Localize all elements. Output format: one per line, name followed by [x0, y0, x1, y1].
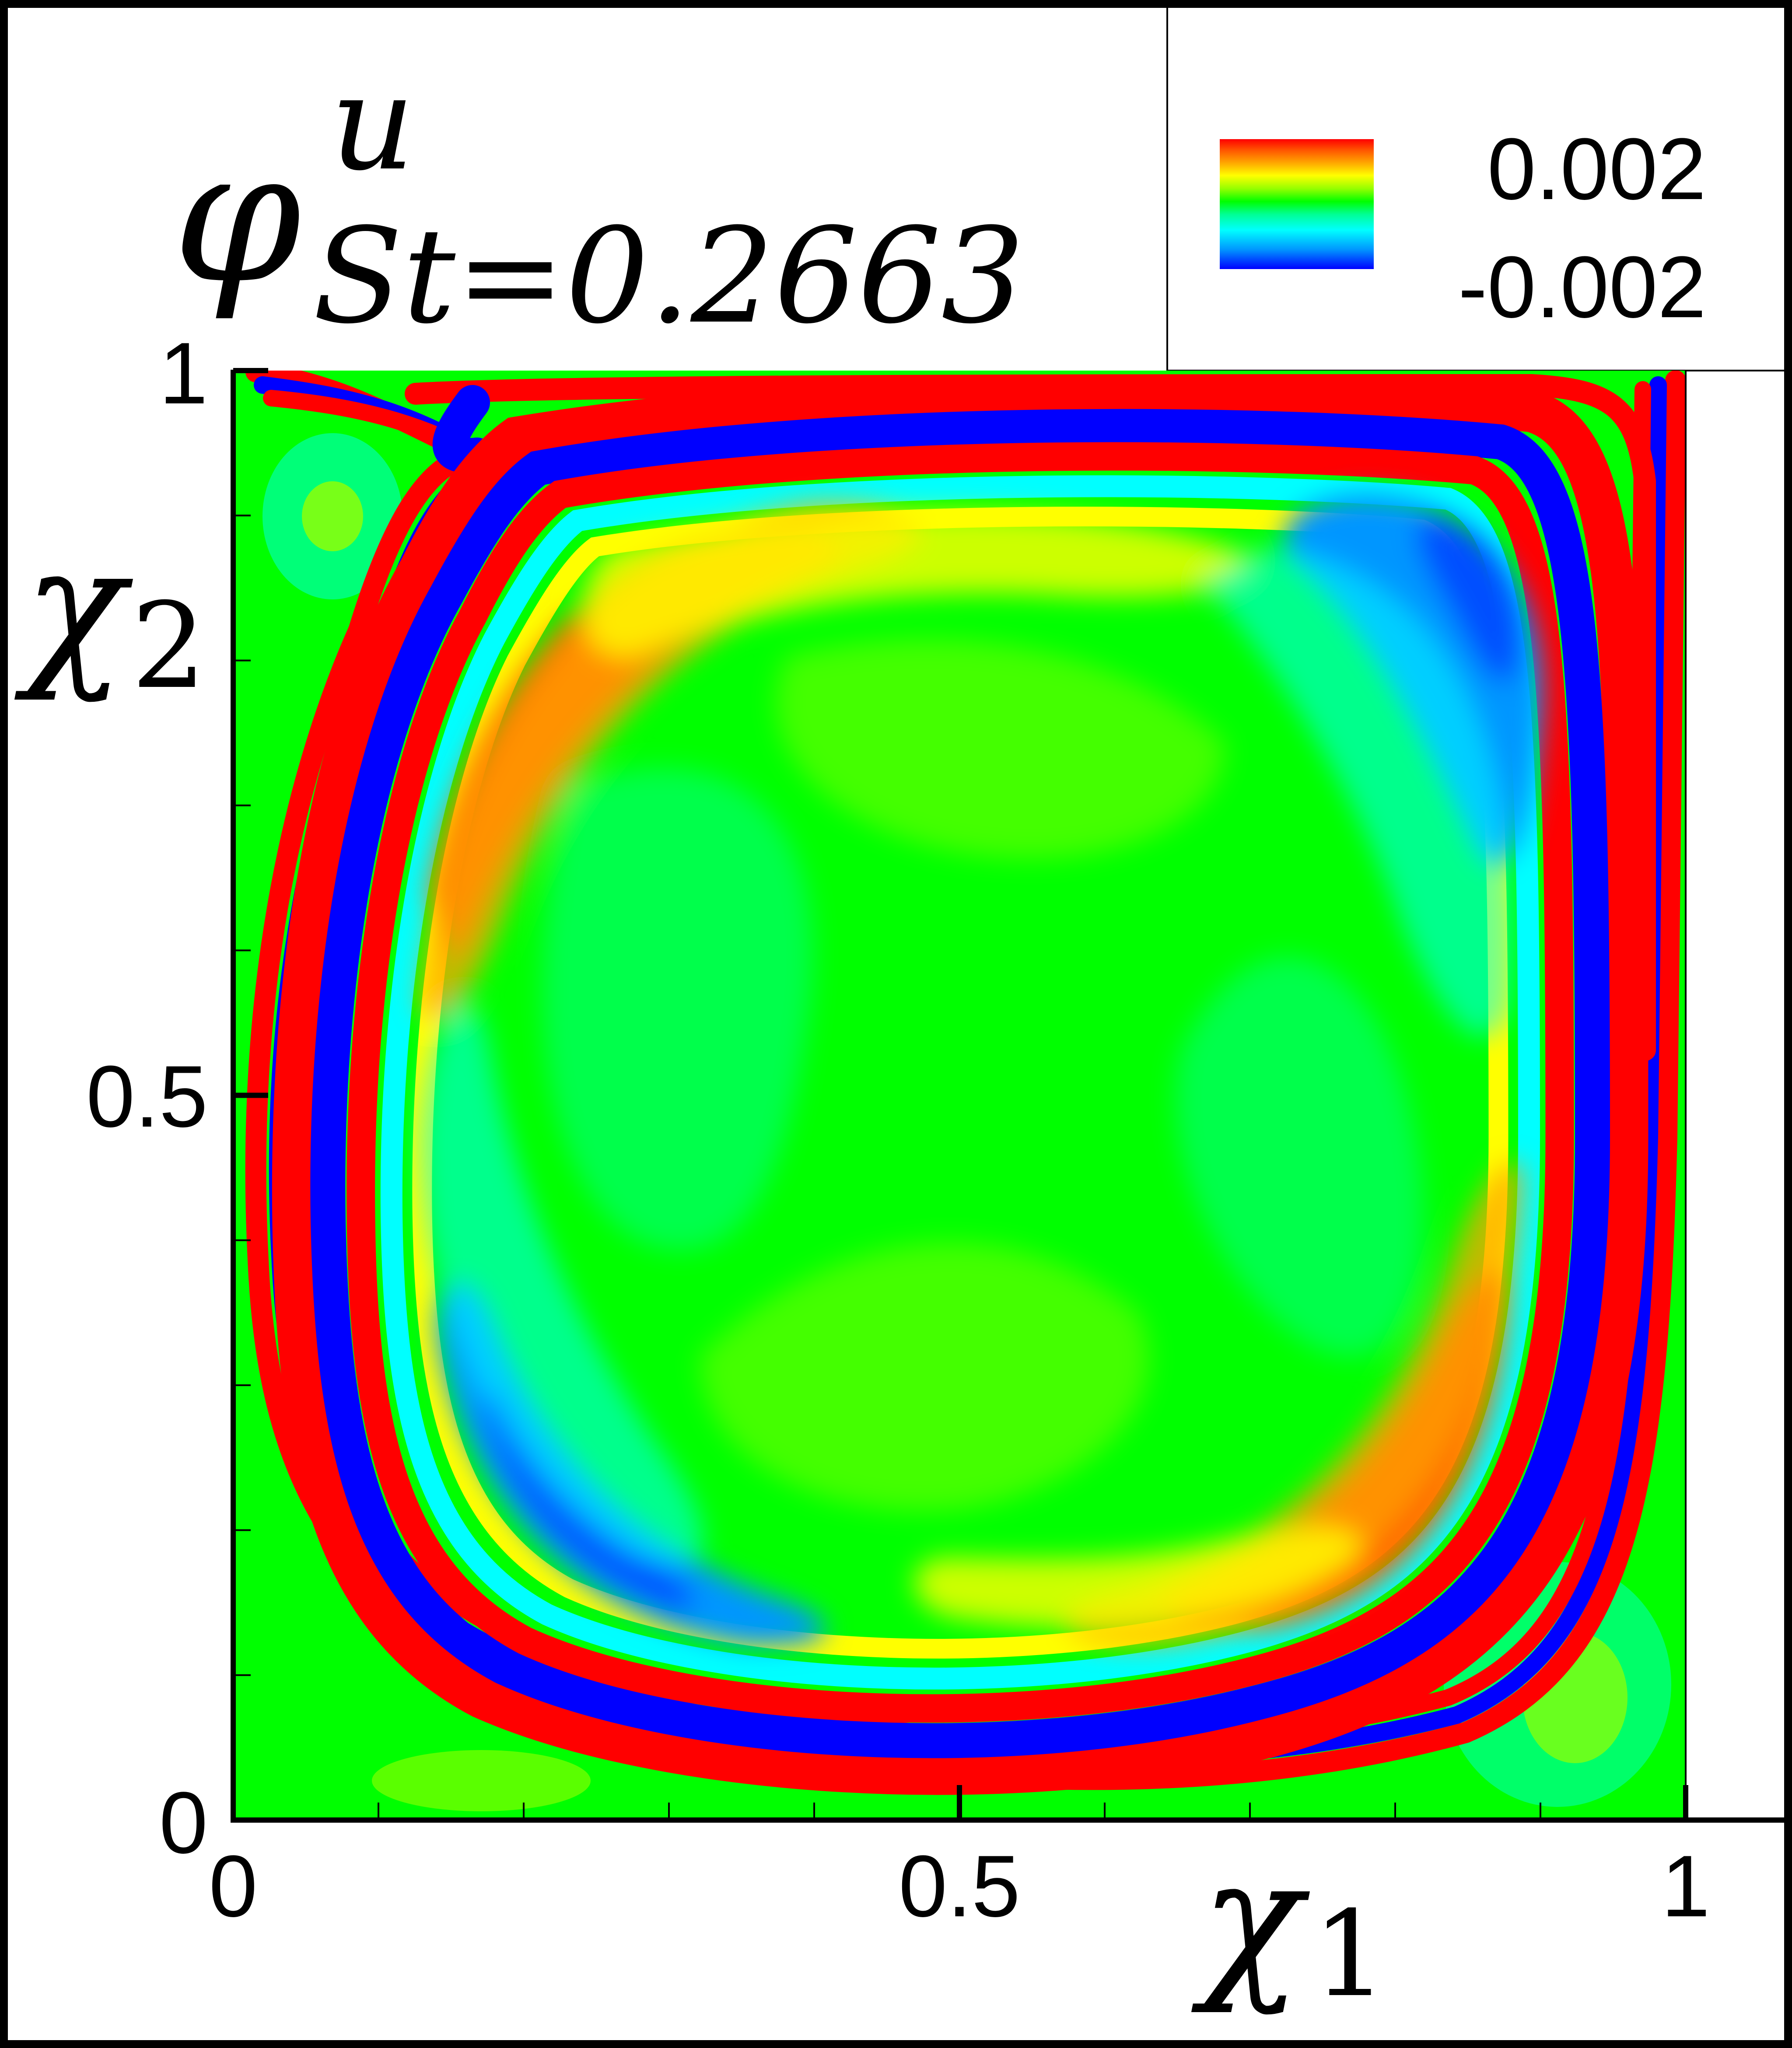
y-tick-label-1: 1 [159, 325, 208, 422]
eddy-bottom-left [372, 1750, 591, 1811]
ring-outer-red [272, 375, 1648, 1795]
y-axis-label: χ 2 [14, 511, 206, 715]
title-subscript: St=0.2663 [313, 200, 1025, 353]
blob-center-lower-lime [700, 1242, 1149, 1512]
eddy-top-left-core [302, 481, 363, 551]
axes [231, 368, 1784, 1823]
y-axis-label-index: 2 [131, 577, 206, 715]
blob-center-upper-lime [776, 639, 1225, 859]
y-tick-label-0: 0 [159, 1774, 208, 1872]
blob-right-cyan [1203, 547, 1513, 1037]
interior-blobs [420, 494, 1541, 1646]
title-superscript: u [330, 47, 415, 200]
tick-labels: 0 0.5 1 0 0.5 1 [86, 325, 1710, 1935]
x-tick-label-0: 0 [209, 1838, 257, 1935]
contour-field [233, 371, 1686, 1820]
x-tick-label-1: 1 [1661, 1838, 1710, 1935]
minor-ticks [233, 515, 1541, 1820]
blob-center-right-teal [1175, 957, 1424, 1356]
ring-outer-blue [310, 409, 1610, 1758]
ring-mid-cyan [380, 475, 1540, 1690]
colorbar-legend: 0.002 -0.002 [1166, 8, 1784, 371]
y-tick-label-0.5: 0.5 [86, 1048, 208, 1145]
chart-title: φ u St=0.2663 [173, 47, 1025, 353]
x-axis-label-index: 1 [1312, 1885, 1388, 2023]
colorbar-max-label: 0.002 [1488, 120, 1707, 218]
blob-lower-yellow [914, 1526, 1361, 1628]
blob-center-left-teal [542, 768, 813, 1250]
x-axis-label-symbol: χ [1190, 1823, 1310, 2017]
blob-upper-right-darkblue [1417, 516, 1521, 683]
major-ticks [231, 368, 1688, 1823]
ring-mid-red [346, 442, 1574, 1723]
blob-left-cyan [420, 1004, 703, 1565]
title-symbol: φ [173, 110, 302, 324]
colorbar-swatch [1220, 139, 1374, 269]
blob-upper-yellow [582, 511, 1250, 657]
y-axis-label-symbol: χ [14, 511, 133, 704]
x-tick-label-0.5: 0.5 [899, 1838, 1020, 1935]
x-axis-label: χ 1 [1190, 1823, 1388, 2023]
colorbar-min-label: -0.002 [1458, 238, 1706, 336]
